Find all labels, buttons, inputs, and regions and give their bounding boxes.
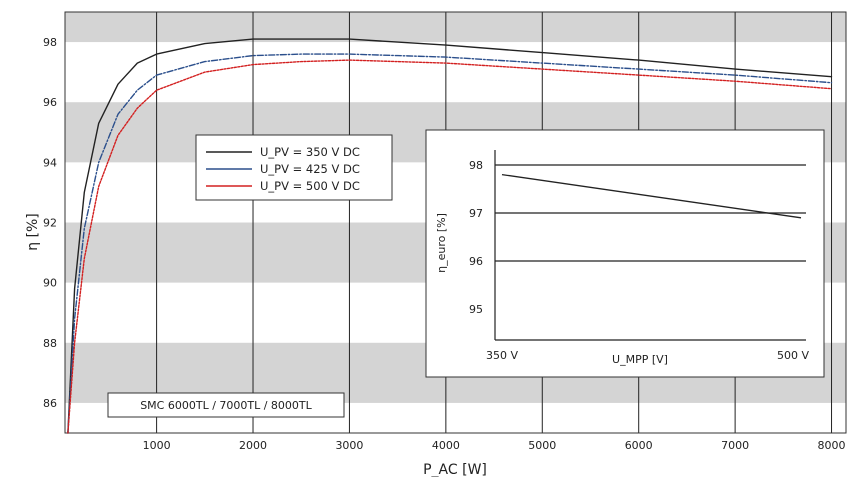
main-x-tick-labels: 1000 2000 3000 4000 5000 6000 7000 8000 — [143, 439, 846, 452]
inset-x-tick-label: 350 V — [486, 349, 518, 362]
inset-y-tick-labels: 95 96 97 98 — [469, 159, 483, 316]
inset-x-tick-label: 500 V — [777, 349, 809, 362]
grid-band — [65, 12, 846, 43]
y-tick-label: 90 — [43, 277, 57, 290]
x-tick-label: 3000 — [335, 439, 363, 452]
inset-series-lines — [501, 173, 802, 219]
inset-y-tick-label: 98 — [469, 159, 483, 172]
y-tick-label: 96 — [43, 96, 57, 109]
legend-items: U_PV = 350 V DC U_PV = 425 V DC U_PV = 500… — [206, 145, 360, 193]
legend: U_PV = 350 V DC U_PV = 425 V DC U_PV = 500… — [195, 134, 393, 201]
x-tick-label: 6000 — [625, 439, 653, 452]
legend-box — [195, 134, 393, 201]
inset-y-tick-label: 97 — [469, 207, 483, 220]
main-plot-frame — [64, 11, 847, 434]
legend-label: U_PV = 500 V DC — [260, 179, 360, 193]
inset-y-tick-label: 95 — [469, 303, 483, 316]
y-tick-label: 94 — [43, 156, 57, 169]
x-tick-label: 5000 — [528, 439, 556, 452]
model-annotation-text: SMC 6000TL / 7000TL / 8000TL — [140, 399, 312, 412]
main-series-lines — [67, 38, 833, 434]
inset-y-tick-label: 96 — [469, 255, 483, 268]
legend-label: U_PV = 425 V DC — [260, 162, 360, 176]
y-tick-label: 98 — [43, 36, 57, 49]
model-annotation: SMC 6000TL / 7000TL / 8000TL — [107, 392, 345, 418]
x-tick-label: 7000 — [721, 439, 749, 452]
main-y-axis-title: η [%] — [25, 213, 41, 251]
main-x-axis-title: P_AC [W] — [423, 462, 487, 477]
inset-chart: 95 96 97 98 350 V 500 V U_MPP [V] η_euro [%] — [425, 129, 825, 378]
inset-x-axis-title: U_MPP [V] — [612, 353, 668, 366]
series-line — [67, 59, 833, 434]
inset-frame — [425, 129, 825, 378]
x-tick-label: 8000 — [818, 439, 846, 452]
main-y-tick-labels: 86 88 90 92 94 96 98 — [43, 36, 57, 410]
x-tick-label: 1000 — [143, 439, 171, 452]
series-line — [67, 38, 833, 434]
model-annotation-box — [107, 392, 345, 418]
inset-series-line — [501, 173, 802, 219]
inset-y-axis-title: η_euro [%] — [435, 213, 448, 273]
series-line — [67, 53, 833, 434]
legend-label: U_PV = 350 V DC — [260, 145, 360, 159]
inset-x-tick-labels: 350 V 500 V — [486, 349, 809, 362]
x-tick-label: 4000 — [432, 439, 460, 452]
x-tick-label: 2000 — [239, 439, 267, 452]
y-tick-label: 86 — [43, 397, 57, 410]
y-tick-label: 88 — [43, 337, 57, 350]
inset-grid — [495, 164, 806, 262]
y-tick-label: 92 — [43, 217, 57, 230]
